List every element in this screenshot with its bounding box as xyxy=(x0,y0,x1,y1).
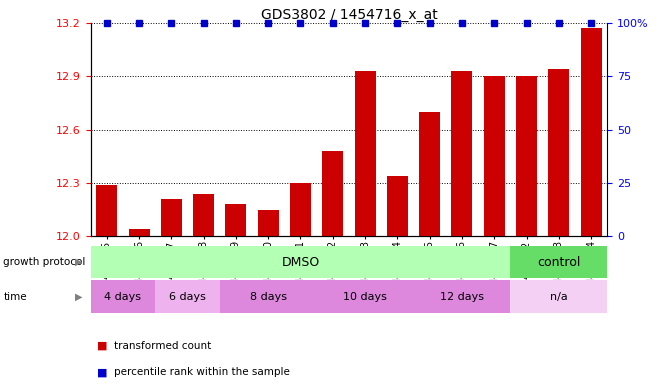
Text: 4 days: 4 days xyxy=(105,291,142,302)
Text: percentile rank within the sample: percentile rank within the sample xyxy=(114,367,290,377)
Bar xyxy=(511,280,607,313)
Bar xyxy=(548,69,569,236)
Bar xyxy=(516,76,537,236)
Bar xyxy=(317,280,413,313)
Bar xyxy=(96,185,117,236)
Bar xyxy=(258,210,278,236)
Text: ■: ■ xyxy=(97,367,108,377)
Text: 6 days: 6 days xyxy=(169,291,206,302)
Bar xyxy=(225,204,246,236)
Text: n/a: n/a xyxy=(550,291,568,302)
Bar xyxy=(322,151,344,236)
Bar xyxy=(155,280,220,313)
Text: growth protocol: growth protocol xyxy=(3,257,86,267)
Bar xyxy=(413,280,511,313)
Bar xyxy=(129,229,150,236)
Bar xyxy=(511,246,607,278)
Bar xyxy=(220,280,317,313)
Bar xyxy=(193,194,214,236)
Text: DMSO: DMSO xyxy=(281,256,319,268)
Text: ▶: ▶ xyxy=(74,257,83,267)
Title: GDS3802 / 1454716_x_at: GDS3802 / 1454716_x_at xyxy=(260,8,437,22)
Text: control: control xyxy=(537,256,580,268)
Text: 8 days: 8 days xyxy=(250,291,287,302)
Bar xyxy=(387,176,408,236)
Bar xyxy=(354,71,376,236)
Bar xyxy=(580,28,602,236)
Text: time: time xyxy=(3,291,27,302)
Bar xyxy=(419,112,440,236)
Bar xyxy=(91,280,155,313)
Text: ▶: ▶ xyxy=(74,291,83,302)
Bar xyxy=(452,71,472,236)
Text: transformed count: transformed count xyxy=(114,341,211,351)
Text: 12 days: 12 days xyxy=(440,291,484,302)
Bar xyxy=(161,199,182,236)
Text: 10 days: 10 days xyxy=(343,291,387,302)
Bar xyxy=(484,76,505,236)
Bar xyxy=(290,183,311,236)
Text: ■: ■ xyxy=(97,341,108,351)
Bar xyxy=(91,246,511,278)
